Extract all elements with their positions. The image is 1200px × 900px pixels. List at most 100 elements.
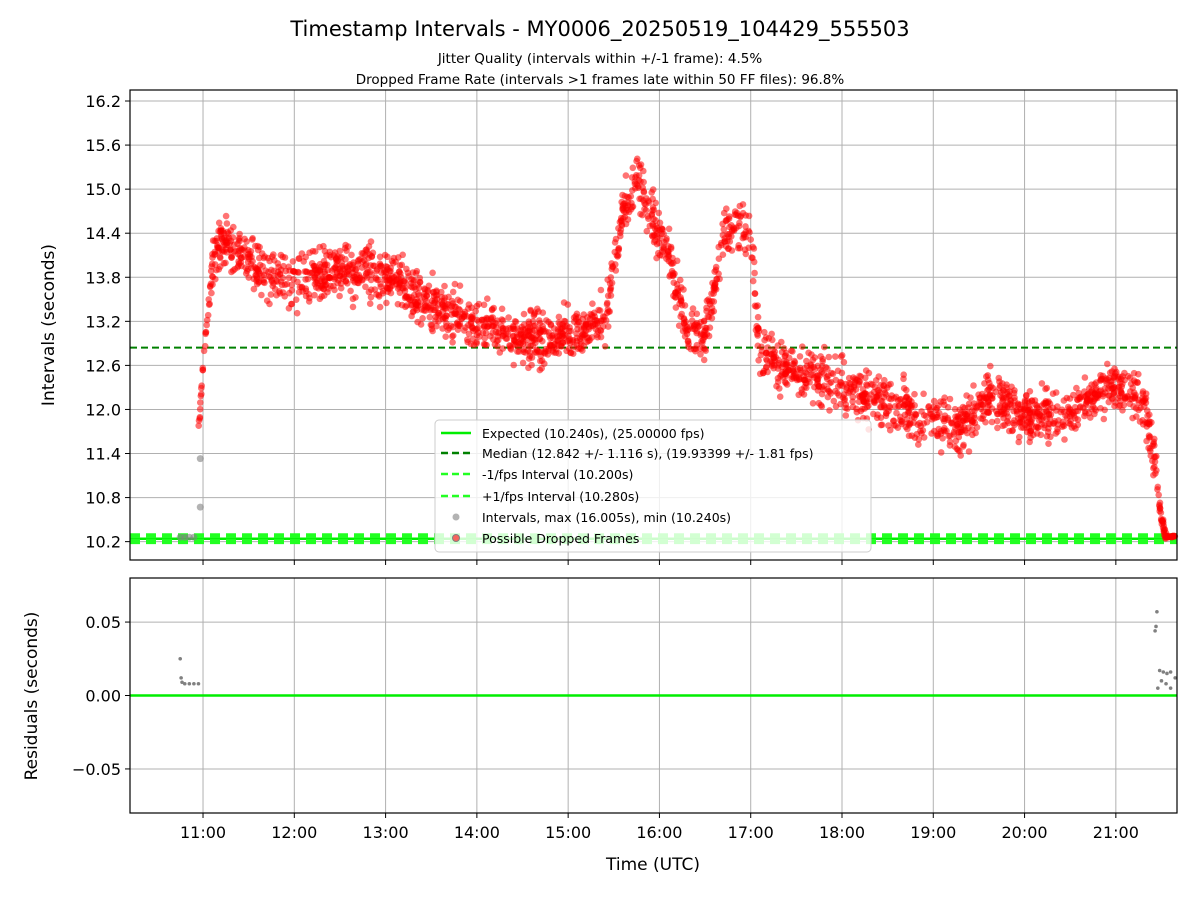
dropped-frame-point xyxy=(204,311,212,319)
dropped-frame-point xyxy=(920,434,928,441)
dropped-frame-point xyxy=(350,259,357,266)
dropped-frame-point xyxy=(236,230,243,238)
dropped-frame-point xyxy=(244,265,252,273)
dropped-frame-point xyxy=(1034,404,1041,412)
dropped-frame-point xyxy=(715,270,722,278)
dropped-frame-point xyxy=(336,292,343,300)
dropped-frame-point xyxy=(658,252,666,259)
dropped-frame-point xyxy=(448,333,456,340)
dropped-frame-point xyxy=(653,240,661,248)
dropped-frame-point xyxy=(215,244,223,252)
dropped-frame-point xyxy=(753,303,760,310)
dropped-frame-point xyxy=(278,281,286,289)
dropped-frame-point xyxy=(708,314,716,322)
dropped-frame-point xyxy=(528,354,536,361)
dropped-frame-point xyxy=(849,403,857,411)
dropped-frame-point xyxy=(645,215,652,222)
dropped-frame-point xyxy=(235,260,243,267)
dropped-frame-point xyxy=(1045,425,1052,432)
dropped-frame-point xyxy=(559,321,566,328)
dropped-frame-point xyxy=(773,382,780,390)
interval-point xyxy=(196,503,204,511)
dropped-frame-point xyxy=(316,295,324,303)
dropped-frame-point xyxy=(607,286,614,293)
residuals-y-axis-label: Residuals (seconds) xyxy=(22,612,42,781)
dropped-frame-point xyxy=(368,253,376,261)
dropped-frame-point xyxy=(808,351,815,358)
y-tick-label: 12.0 xyxy=(85,400,121,419)
dropped-frame-point xyxy=(312,265,319,272)
dropped-frame-point xyxy=(883,384,891,392)
dropped-frame-point xyxy=(693,310,701,318)
dropped-frame-point xyxy=(1083,396,1091,404)
dropped-frame-point xyxy=(681,325,689,332)
dropped-frame-point xyxy=(1135,370,1142,378)
dropped-frame-point xyxy=(919,427,927,434)
dropped-frame-point xyxy=(755,327,763,335)
dropped-frame-point xyxy=(754,342,762,350)
dropped-frame-point xyxy=(403,302,411,309)
dropped-frame-point xyxy=(1112,399,1119,406)
dropped-frame-point xyxy=(236,252,244,259)
residuals-panel: 0.050.00−0.05 11:00 12:00 13:00 14:00 15:00 1… xyxy=(22,577,1178,875)
dropped-frame-point xyxy=(955,433,963,441)
dropped-frame-point xyxy=(478,316,486,324)
dropped-frame-point xyxy=(749,277,757,285)
dropped-frame-point xyxy=(826,407,833,414)
dropped-frame-point xyxy=(413,267,421,275)
dropped-frame-point xyxy=(726,238,734,245)
dropped-frame-point xyxy=(439,325,446,332)
dropped-frame-point xyxy=(683,330,691,338)
dropped-frame-point xyxy=(220,248,228,255)
dropped-frame-point xyxy=(564,338,571,345)
residual-point xyxy=(1153,629,1157,633)
dropped-frame-point xyxy=(435,309,442,317)
dropped-frame-point xyxy=(757,351,765,359)
dropped-frame-point xyxy=(637,178,644,185)
dropped-frame-point xyxy=(968,412,975,420)
dropped-frame-point xyxy=(715,255,723,262)
chart-subtitle-jitter: Jitter Quality (intervals within +/-1 fr… xyxy=(437,51,763,67)
dropped-frame-point xyxy=(946,395,954,403)
dropped-frame-point xyxy=(1065,419,1072,427)
dropped-frame-point xyxy=(473,331,481,339)
dropped-frame-point xyxy=(381,251,389,259)
dropped-frame-point xyxy=(866,395,874,402)
intervals-grid xyxy=(130,90,1177,560)
dropped-frame-point xyxy=(1021,397,1029,404)
dropped-frame-point xyxy=(1073,384,1080,392)
dropped-frame-point xyxy=(986,379,993,387)
dropped-frame-point xyxy=(276,271,284,278)
dropped-frame-point xyxy=(203,321,210,329)
dropped-frame-point xyxy=(845,374,853,382)
dropped-frame-point xyxy=(510,361,517,369)
dropped-frame-point xyxy=(344,243,352,250)
residual-point xyxy=(1161,670,1166,674)
dropped-frame-point xyxy=(285,274,293,282)
dropped-frame-point xyxy=(961,424,968,431)
dropped-frame-point xyxy=(1083,401,1090,409)
dropped-frame-point xyxy=(735,242,742,249)
dropped-frame-point xyxy=(969,431,976,439)
dropped-frame-point xyxy=(574,325,581,333)
dropped-frame-point xyxy=(258,291,265,299)
dropped-frame-point xyxy=(700,318,708,325)
dropped-frame-point xyxy=(1093,379,1100,386)
dropped-frame-point xyxy=(318,275,326,283)
dropped-frame-point xyxy=(719,251,727,258)
legend-intervals-label: Intervals, max (16.005s), min (10.240s) xyxy=(482,510,731,525)
dropped-frame-point xyxy=(198,384,205,392)
dropped-frame-point xyxy=(890,422,898,429)
y-tick-label: 10.2 xyxy=(85,533,121,552)
dropped-frame-point xyxy=(402,279,409,286)
dropped-frame-point xyxy=(330,282,337,290)
dropped-frame-point xyxy=(395,275,402,282)
dropped-frame-point xyxy=(229,267,237,274)
residual-point xyxy=(192,681,196,686)
dropped-frame-point xyxy=(1071,404,1079,411)
dropped-frame-point xyxy=(668,260,676,268)
dropped-frame-point xyxy=(295,255,303,262)
dropped-frame-point xyxy=(564,301,572,308)
dropped-frame-point xyxy=(911,390,918,398)
dropped-frame-point xyxy=(206,300,213,308)
